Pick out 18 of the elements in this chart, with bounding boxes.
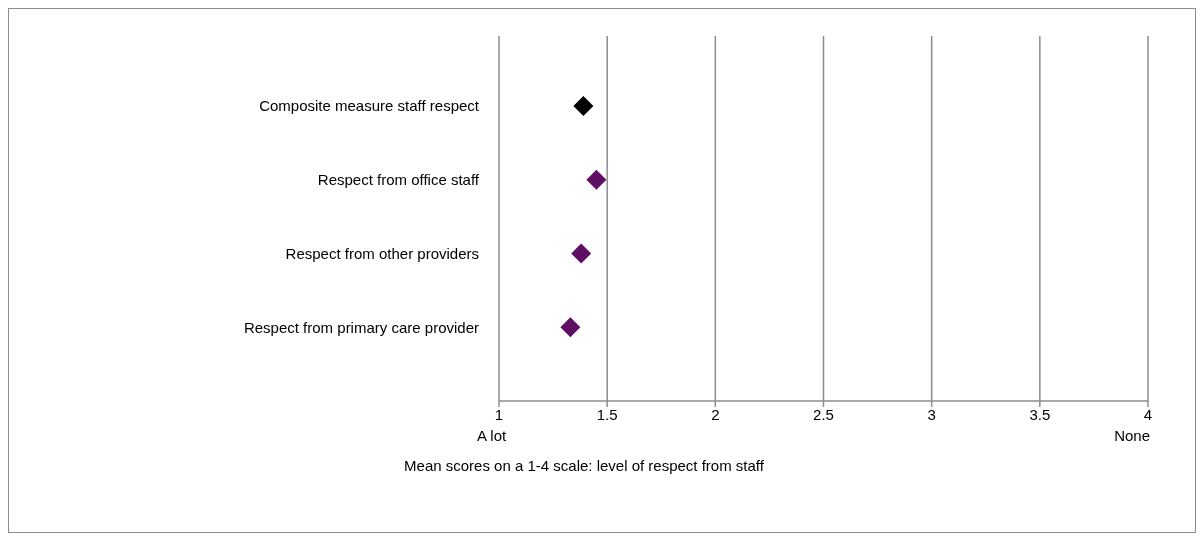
x-axis-title: Mean scores on a 1-4 scale: level of respect from staff	[403, 457, 765, 474]
x-tick-label: 3	[927, 405, 936, 423]
y-tick-label: Respect from primary care provider	[243, 318, 479, 336]
x-tick-label: 2.5	[813, 405, 834, 423]
x-tick-label: 3.5	[1029, 405, 1051, 423]
x-tick-label: 2	[711, 405, 720, 423]
text: A lot	[477, 427, 507, 444]
point	[586, 169, 607, 190]
text: None	[1114, 427, 1150, 444]
y-tick-label: Respect from other providers	[285, 244, 479, 262]
x-tick-label: 1.5	[596, 405, 618, 423]
point	[573, 96, 594, 117]
point	[560, 317, 581, 338]
y-tick-label: Composite measure staff respect	[259, 97, 480, 115]
point	[571, 243, 592, 264]
x-tick-label: 1	[494, 405, 504, 423]
x-tick-label: 4	[1143, 405, 1153, 423]
y-tick-label: Respect from office staff	[317, 171, 480, 189]
